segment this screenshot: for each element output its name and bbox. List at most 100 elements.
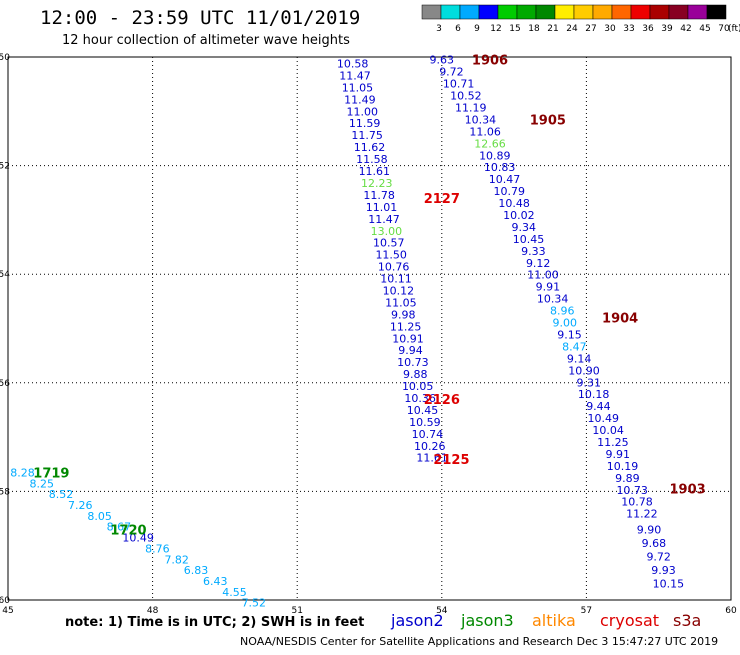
color-scale-swatch [630,4,651,20]
y-tick-label: -52 [0,162,10,172]
color-scale-swatch [516,4,537,20]
wave-height-point: 10.18 [578,388,610,401]
color-scale-label: 42 [680,24,691,34]
wave-height-point: 11.62 [354,141,386,154]
wave-height-point: 11.47 [339,69,371,82]
wave-height-point: 10.34 [537,293,569,306]
color-scale-unit: (ft) [728,24,740,34]
color-scale-label: 3 [436,24,442,34]
wave-height-point: 9.91 [605,448,630,461]
wave-height-point: 9.90 [637,523,662,536]
wave-height-point: 10.83 [484,161,516,174]
wave-height-point: 10.73 [397,356,429,369]
wave-height-points: 10.5811.4711.0511.4911.0011.5911.7511.62… [10,54,684,610]
wave-height-point: 10.74 [412,428,444,441]
wave-height-point: 10.19 [607,460,639,473]
wave-height-point: 10.11 [380,273,412,286]
satellite-legend-item: s3a [673,611,701,630]
wave-height-point: 6.83 [184,564,209,577]
wave-height-point: 10.49 [122,532,154,545]
wave-height-point: 11.01 [366,201,398,214]
color-scale-swatch [478,4,499,20]
wave-height-point: 7.52 [242,597,267,610]
color-scale-label: 30 [604,24,616,34]
satellite-legend-item: jason2 [390,611,444,630]
wave-height-point: 11.05 [342,81,374,94]
wave-height-point: 9.14 [567,352,592,365]
color-scale-label: 12 [490,24,501,34]
chart-subtitle: 12 hour collection of altimeter wave hei… [62,33,350,48]
wave-height-point: 9.72 [439,66,464,79]
satellite-legend-item: cryosat [600,611,659,630]
wave-height-point: 9.93 [651,564,676,577]
pass-label: 1906 [472,54,508,69]
pass-label: 1720 [110,523,146,538]
color-scale-swatch [706,4,727,20]
wave-height-point: 11.22 [626,508,658,521]
wave-height-point: 9.98 [391,308,416,321]
wave-height-point: 10.59 [409,416,441,429]
wave-height-point: 10.45 [407,404,439,417]
color-scale-swatch [459,4,480,20]
wave-height-point: 12.66 [474,137,506,150]
color-scale-label: 33 [623,24,634,34]
wave-height-point: 8.25 [29,477,54,490]
wave-height-point: 8.47 [562,340,587,353]
color-scale-swatch [440,4,461,20]
wave-height-point: 6.43 [203,575,228,588]
wave-height-point: 9.68 [642,537,667,550]
y-tick-label: -56 [0,379,10,389]
wave-height-point: 10.79 [494,185,526,198]
note-text: note: 1) Time is in UTC; 2) SWH is in fe… [65,615,364,630]
wave-height-point: 8.67 [107,521,132,534]
wave-height-point: 11.58 [356,153,388,166]
wave-height-point: 10.48 [498,197,530,210]
wave-height-point: 9.72 [646,551,671,564]
wave-height-point: 9.89 [615,472,640,485]
axis-ticks: 45 48 51 54 57 60 -50 -52 -54 -56 -58 -60 [0,53,737,616]
color-scale-swatch [554,4,575,20]
wave-height-point: 7.82 [164,553,189,566]
wave-height-point: 10.91 [392,332,424,345]
color-scale-swatch [611,4,632,20]
wave-height-point: 9.34 [511,221,536,234]
pass-label: 1903 [670,483,706,498]
pass-label: 2127 [424,192,460,207]
wave-height-point: 10.26 [414,440,446,453]
color-scale-swatch [497,4,518,20]
color-scale-label: 21 [547,24,558,34]
wave-height-point: 11.59 [349,117,381,130]
x-tick-label: 45 [2,606,13,616]
color-scale-label: 24 [566,24,578,34]
pass-label: 2125 [433,453,469,468]
color-scale-label: 45 [699,24,710,34]
y-tick-label: -50 [0,53,10,63]
wave-height-point: 11.05 [385,296,417,309]
grid-lines [8,57,731,600]
color-scale-swatch [668,4,689,20]
plot-frame [7,56,732,601]
wave-height-point: 10.05 [402,380,434,393]
pass-label: 1719 [33,466,69,481]
wave-height-point: 11.19 [455,101,487,114]
satellite-legend-item: jason3 [460,611,514,630]
wave-height-point: 11.78 [363,189,395,202]
wave-height-point: 9.91 [536,281,561,294]
color-scale-label: 6 [455,24,461,34]
color-scale-label: 39 [661,24,673,34]
wave-height-point: 11.61 [416,452,448,465]
x-tick-label: 60 [725,606,737,616]
color-scale-label: 36 [642,24,654,34]
color-scale-swatch [687,4,708,20]
color-scale-label: 18 [528,24,540,34]
wave-height-point: 10.57 [373,237,405,250]
wave-height-point: 9.00 [552,317,577,330]
color-scale-swatch [573,4,594,20]
pass-labels: 1906 1905 2127 1904 2126 2125 1903 1719 1720 [33,54,705,539]
color-scale-swatch [421,4,442,20]
x-tick-label: 57 [581,606,592,616]
wave-height-point: 4.55 [222,586,247,599]
wave-height-point: 11.75 [351,129,383,142]
